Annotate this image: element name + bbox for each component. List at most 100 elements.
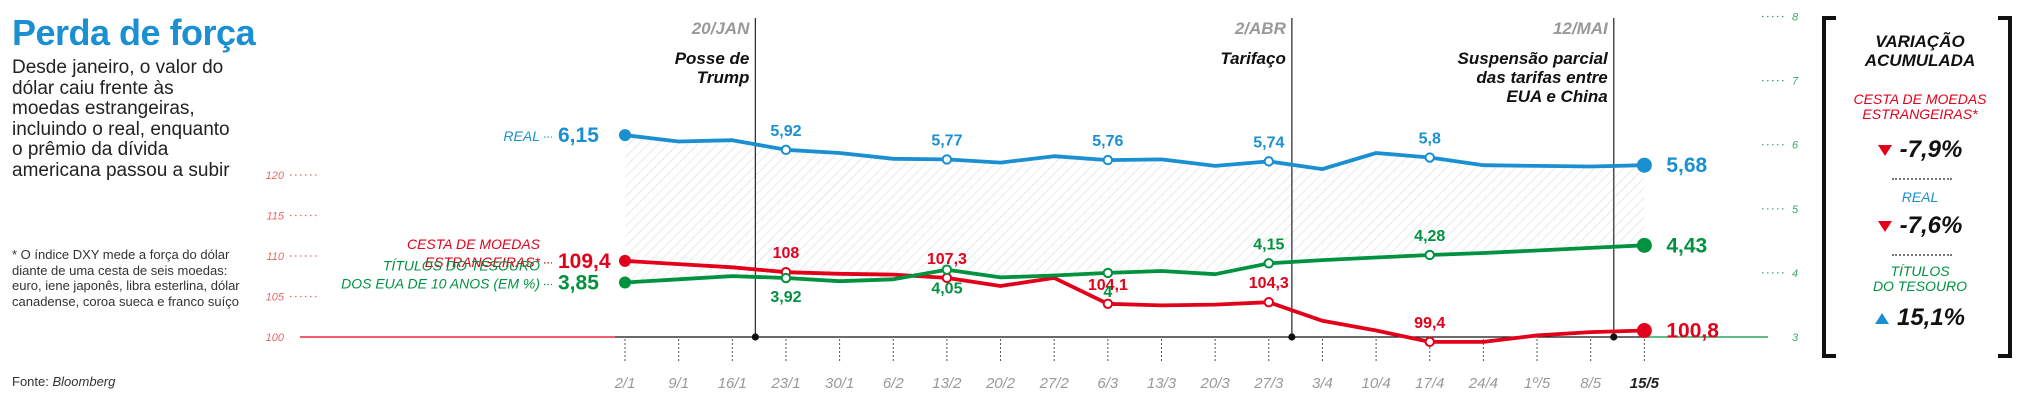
dxy-marker bbox=[1102, 298, 1114, 309]
bracket-right bbox=[1998, 16, 2012, 358]
real-marker bbox=[941, 154, 953, 165]
treasury-marker bbox=[1424, 249, 1435, 261]
treasury-data-label: 3,92 bbox=[770, 289, 801, 306]
right-axis-tick-label: 8 bbox=[1792, 12, 1799, 24]
event-marker bbox=[751, 333, 759, 341]
dxy-data-label: 104,3 bbox=[1249, 275, 1289, 292]
right-axis-tick-label: 7 bbox=[1792, 76, 1799, 88]
x-tick-label: 30/1 bbox=[825, 375, 854, 392]
chart-subtitle: Desde janeiro, o valor do dólar caiu fre… bbox=[12, 57, 230, 181]
x-tick-label: 9/1 bbox=[668, 375, 689, 392]
event-description: Suspensão parcial bbox=[1458, 49, 1610, 68]
x-tick-label: 27/2 bbox=[1039, 375, 1070, 392]
real-marker bbox=[780, 144, 792, 156]
treasury-start-value: 3,85 bbox=[558, 272, 599, 295]
event-description: das tarifas entre bbox=[1476, 68, 1607, 87]
real-variation-value: -7,6% bbox=[1899, 212, 1963, 239]
event-date: 20/JAN bbox=[691, 19, 750, 38]
panel-title-line2: ACUMULADA bbox=[1864, 51, 1976, 70]
footnote: * O índice DXY mede a força do dólar dia… bbox=[12, 247, 240, 309]
source: Fonte: Bloomberg bbox=[12, 374, 115, 389]
x-tick-label: 20/2 bbox=[985, 375, 1016, 392]
x-tick-label: 13/2 bbox=[932, 375, 962, 392]
event-marker bbox=[1288, 333, 1296, 341]
real-line bbox=[623, 133, 1647, 171]
treasury-start-point bbox=[619, 276, 631, 289]
real-data-label: 5,8 bbox=[1419, 131, 1441, 148]
real-data-label: 5,74 bbox=[1253, 134, 1284, 151]
treasury-data-label: 4,15 bbox=[1253, 236, 1284, 253]
x-tick-label: 3/4 bbox=[1312, 375, 1333, 392]
event-marker bbox=[1610, 333, 1618, 341]
treasury-marker bbox=[1263, 258, 1275, 269]
x-tick-label: 2/1 bbox=[614, 375, 636, 392]
right-axis-tick-label: 3 bbox=[1792, 332, 1799, 344]
right-axis-tick-label: 4 bbox=[1792, 268, 1798, 280]
dxy-end-value: 100,8 bbox=[1666, 320, 1719, 343]
event-description: Posse de bbox=[675, 49, 750, 68]
treasury-variation-value: 15,1% bbox=[1896, 304, 1966, 331]
dxy-data-label: 107,3 bbox=[927, 251, 967, 268]
chart-title: Perda de força bbox=[12, 12, 256, 53]
dxy-data-label: 108 bbox=[773, 245, 800, 262]
real-variation-label: REAL bbox=[1901, 189, 1939, 205]
real-series-name: REAL bbox=[503, 128, 540, 144]
x-tick-label: 1º/5 bbox=[1524, 375, 1551, 392]
dxy-data-label: 104,1 bbox=[1088, 277, 1128, 294]
treasury-data-label: 4,05 bbox=[931, 281, 962, 298]
treasury-variation-label-line2: DO TESOURO bbox=[1872, 278, 1968, 294]
treasury-end-point bbox=[1636, 237, 1652, 253]
real-marker bbox=[1263, 156, 1275, 167]
treasury-series-name: TÍTULOS DO TESOURO bbox=[383, 258, 540, 274]
x-tick-label: 6/3 bbox=[1097, 375, 1119, 392]
panel-title-line1: VARIAÇÃO bbox=[1875, 32, 1965, 51]
real-data-label: 5,77 bbox=[931, 132, 962, 149]
treasury-variation-label-line1: TÍTULOS bbox=[1890, 263, 1950, 279]
dxy-end-point bbox=[1636, 323, 1652, 339]
panel-title: VARIAÇÃO ACUMULADA bbox=[1840, 32, 2000, 70]
source-label: Fonte: bbox=[12, 374, 49, 389]
up-triangle-icon bbox=[1874, 313, 1889, 325]
x-tick-label: 8/5 bbox=[1580, 375, 1602, 392]
dxy-data-label: 99,4 bbox=[1414, 315, 1445, 332]
x-tick-label: 23/1 bbox=[770, 375, 800, 392]
hatched-band bbox=[625, 135, 1645, 283]
dxy-variation-label-line1: CESTA DE MOEDAS bbox=[1853, 91, 1987, 107]
source-name: Bloomberg bbox=[52, 374, 116, 389]
divider bbox=[1892, 178, 1952, 180]
treasury-data-label: 4 bbox=[1103, 284, 1112, 301]
real-marker bbox=[1102, 154, 1114, 166]
dxy-marker bbox=[1263, 296, 1275, 308]
treasury-marker bbox=[1102, 267, 1114, 279]
x-tick-label: 24/4 bbox=[1468, 375, 1498, 392]
dxy-series-name: ESTRANGEIRAS* bbox=[425, 254, 541, 270]
divider bbox=[1892, 254, 1952, 256]
x-tick-label: 20/3 bbox=[1200, 375, 1231, 392]
event-date: 12/MAI bbox=[1553, 19, 1609, 38]
real-end-value: 5,68 bbox=[1666, 154, 1707, 177]
treasury-marker bbox=[780, 272, 792, 284]
treasury-end-value: 4,43 bbox=[1666, 234, 1707, 257]
treasury-variation-label: TÍTULOS DO TESOURO bbox=[1840, 264, 2000, 294]
real-data-label: 5,92 bbox=[770, 123, 801, 140]
x-tick-label: 16/1 bbox=[718, 375, 747, 392]
event-date: 2/ABR bbox=[1234, 19, 1287, 38]
treasury-series-name: DOS EUA DE 10 ANOS (EM %) bbox=[341, 276, 540, 292]
left-axis-tick-label: 105 bbox=[266, 292, 285, 304]
treasury-variation: 15,1% bbox=[1840, 304, 2000, 332]
real-end-point bbox=[1636, 157, 1652, 173]
treasury-line bbox=[623, 243, 1647, 285]
event-description: Trump bbox=[697, 68, 750, 87]
dxy-start-point bbox=[619, 254, 631, 267]
event-description: Tarifaço bbox=[1220, 49, 1286, 68]
bracket-left bbox=[1822, 16, 1836, 358]
down-triangle-icon bbox=[1877, 145, 1892, 157]
down-triangle-icon bbox=[1877, 221, 1892, 233]
event-description: EUA e China bbox=[1506, 87, 1607, 106]
dxy-variation-value: -7,9% bbox=[1899, 136, 1963, 163]
dxy-start-value: 109,4 bbox=[558, 250, 611, 273]
right-axis-tick-label: 6 bbox=[1792, 140, 1799, 152]
x-tick-label: 10/4 bbox=[1361, 375, 1390, 392]
x-tick-label: 17/4 bbox=[1415, 375, 1444, 392]
real-marker bbox=[1424, 152, 1435, 163]
